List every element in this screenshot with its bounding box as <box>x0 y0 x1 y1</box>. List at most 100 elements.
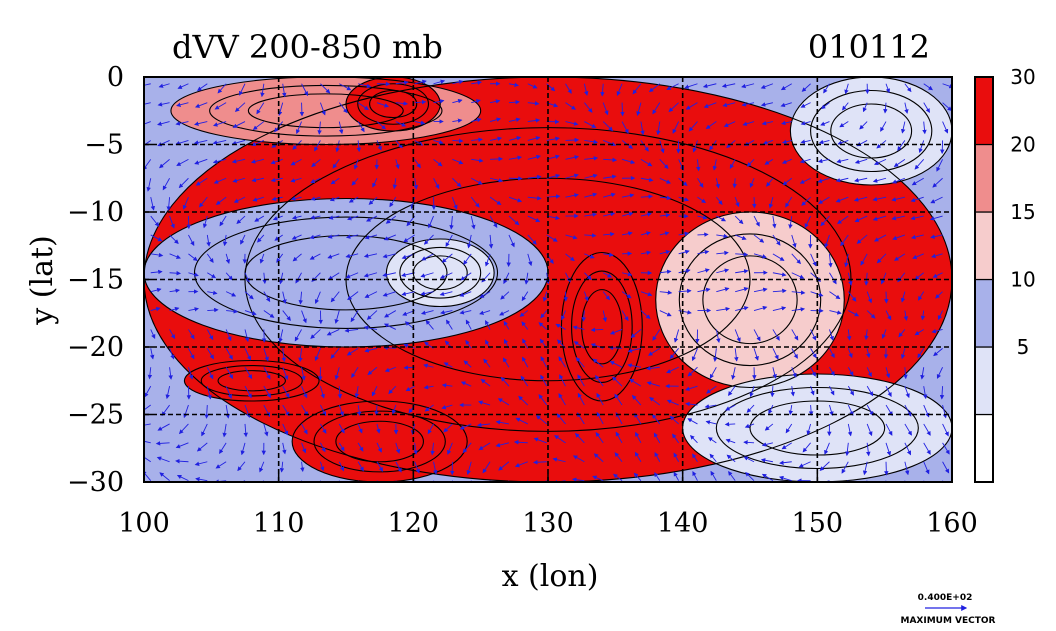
contour-line-3-2 <box>247 93 404 129</box>
wind-vector-458 <box>678 268 691 274</box>
wind-vector-489 <box>439 291 453 297</box>
wind-vector-254 <box>872 177 887 183</box>
colorbar-label-20: 20 <box>1010 133 1035 157</box>
wind-vector-244 <box>697 178 704 188</box>
wind-vector-521 <box>244 310 257 316</box>
wind-vector-207 <box>799 158 811 164</box>
wind-vector-5 <box>239 83 246 96</box>
wind-vector-10 <box>339 83 352 91</box>
wind-vector-637 <box>810 348 817 359</box>
wind-vector-46 <box>195 102 208 108</box>
wind-vector-337 <box>820 215 830 227</box>
wind-vector-393 <box>259 253 265 264</box>
wind-vector-446 <box>439 272 453 279</box>
wind-vector-660 <box>423 363 434 368</box>
wind-vector-638 <box>829 348 835 359</box>
wind-vector-238 <box>584 173 598 179</box>
wind-vector-843 <box>635 431 642 444</box>
wind-vector-483 <box>330 291 340 303</box>
wind-vector-786 <box>376 423 381 434</box>
wind-vector-755 <box>596 392 604 406</box>
wind-vector-1 <box>158 83 170 88</box>
wind-vector-313 <box>366 215 378 222</box>
wind-vector-613 <box>346 347 359 356</box>
wind-vector-587 <box>673 329 680 343</box>
wind-vector-743 <box>374 405 379 416</box>
wind-vector-424 <box>844 253 849 268</box>
colorbar-segment-0 <box>974 413 994 483</box>
wind-vector-459 <box>697 268 710 274</box>
wind-vector-453 <box>584 272 592 281</box>
contour-line-4-1 <box>357 83 430 125</box>
wind-vector-875 <box>433 461 438 475</box>
wind-vector-680 <box>810 367 816 377</box>
wind-vector-457 <box>659 269 672 275</box>
wind-vector-763 <box>746 404 755 413</box>
wind-vector-192 <box>527 154 541 160</box>
wind-vector-757 <box>631 394 642 406</box>
y-axis: 0 −5 −10 −15 −20 −25 −30 <box>67 62 152 498</box>
contour-line-3-0 <box>170 77 482 146</box>
wind-vector-13 <box>395 80 409 85</box>
wind-vector-166 <box>837 140 849 145</box>
wind-vector-204 <box>746 159 755 167</box>
wind-vector-841 <box>595 431 604 444</box>
y-tick-label--15: −15 <box>67 265 124 296</box>
wind-vector-723 <box>810 385 815 396</box>
wind-vector-19 <box>508 82 519 88</box>
wind-vector-634 <box>753 348 759 361</box>
wind-vector-848 <box>725 438 736 444</box>
wind-vector-514 <box>917 291 925 301</box>
wind-vector-668 <box>575 356 585 368</box>
wind-vector-764 <box>768 404 774 415</box>
wind-vector-143 <box>414 140 424 146</box>
wind-vector-176 <box>212 158 227 164</box>
wind-vector-529 <box>384 310 397 318</box>
wind-vector-699 <box>354 386 360 399</box>
wind-vector-177 <box>231 158 246 164</box>
wind-vector-474 <box>169 288 181 293</box>
wind-vector-281 <box>584 192 598 198</box>
wind-vector-820 <box>196 442 208 452</box>
wind-vector-208 <box>817 158 830 164</box>
wind-vector-738 <box>282 404 290 417</box>
wind-vector-264 <box>252 196 264 202</box>
wind-vector-210 <box>854 158 868 164</box>
wind-vector-247 <box>749 178 755 188</box>
wind-vector-63 <box>527 101 540 106</box>
wind-vector-642 <box>900 348 906 360</box>
wind-vector-215 <box>146 178 152 192</box>
wind-vector-851 <box>781 442 792 450</box>
wind-vector-288 <box>715 196 723 206</box>
wind-vector-228 <box>392 178 398 190</box>
wind-vector-209 <box>836 158 849 164</box>
wind-vector-256 <box>911 177 924 186</box>
wind-vector-570 <box>344 328 359 333</box>
wind-vector-811 <box>847 423 853 437</box>
wind-vector-285 <box>659 195 672 201</box>
wind-vector-725 <box>847 385 854 396</box>
wind-vector-73 <box>703 102 717 108</box>
wind-vector-434 <box>225 272 233 281</box>
wind-vector-333 <box>753 215 760 227</box>
wind-vector-891 <box>726 454 736 463</box>
wind-vector-411 <box>603 252 614 257</box>
wind-vector-741 <box>338 404 344 417</box>
wind-vector-409 <box>565 253 575 262</box>
wind-vector-892 <box>743 456 755 463</box>
wind-vector-287 <box>697 196 707 204</box>
colorbar-label-15: 15 <box>1010 200 1035 224</box>
wind-vector-833 <box>447 442 453 455</box>
wind-vector-795 <box>535 415 547 425</box>
wind-vector-553 <box>848 310 860 317</box>
wind-vector-3 <box>197 83 208 91</box>
wind-vector-22 <box>565 83 572 94</box>
wind-vector-312 <box>347 215 359 221</box>
wind-vector-62 <box>508 99 521 105</box>
wind-vector-82 <box>883 102 888 114</box>
wind-vector-227 <box>372 178 378 188</box>
wind-vector-217 <box>178 177 189 189</box>
contour-line-4-0 <box>345 77 441 132</box>
wind-vector-937 <box>779 475 792 482</box>
x-axis-label: x (lon) <box>502 559 599 594</box>
